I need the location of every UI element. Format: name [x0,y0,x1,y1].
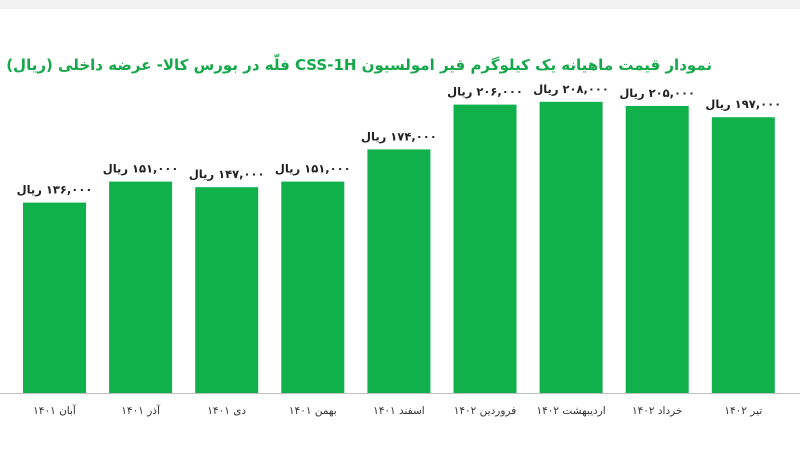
bar [367,149,431,393]
category-label: تیر ۱۴۰۲ [724,405,762,417]
bar [453,104,517,393]
data-label: ۱۹۷,۰۰۰ ریال [705,97,781,111]
category-label: فروردین ۱۴۰۲ [454,405,516,417]
category-label: اسفند ۱۴۰۱ [373,405,425,417]
bar [195,187,259,393]
bars-group [23,101,775,394]
data-label: ۲۰۶,۰۰۰ ریال [447,85,523,99]
category-label: آذر ۱۴۰۱ [121,404,161,417]
data-label: ۱۴۷,۰۰۰ ریال [189,167,265,181]
category-label: خرداد ۱۴۰۲ [632,405,682,417]
bar [109,181,173,393]
category-label: آبان ۱۴۰۱ [33,404,77,417]
data-label: ۲۰۸,۰۰۰ ریال [533,82,609,96]
bar [23,202,86,393]
data-label: ۲۰۵,۰۰۰ ریال [619,86,695,100]
data-labels-group: ۱۳۶,۰۰۰ ریال ۱۵۱,۰۰۰ ریال ۱۴۷,۰۰۰ ریال ۱۵۱,… [17,82,782,197]
bar [281,181,345,393]
data-label: ۱۵۱,۰۰۰ ریال [103,162,179,176]
category-labels-group: آبان ۱۴۰۱ آذر ۱۴۰۱ دی ۱۴۰۱ بهمن ۱۴۰۱ اسفند ۱… [33,404,762,417]
data-label: ۱۷۴,۰۰۰ ریال [361,129,437,143]
bar [539,101,603,394]
category-label: دی ۱۴۰۱ [207,405,246,417]
bar [625,106,689,393]
category-label: اردیبهشت ۱۴۰۲ [537,405,606,417]
data-label: ۱۳۶,۰۰۰ ریال [17,183,93,197]
bar [711,117,775,393]
data-label: ۱۵۱,۰۰۰ ریال [275,162,351,176]
category-label: بهمن ۱۴۰۱ [289,405,337,417]
top-band [0,0,800,9]
chart-title: نمودار قیمت ماهیانه یک کیلوگرم قیر امولس… [6,56,712,74]
